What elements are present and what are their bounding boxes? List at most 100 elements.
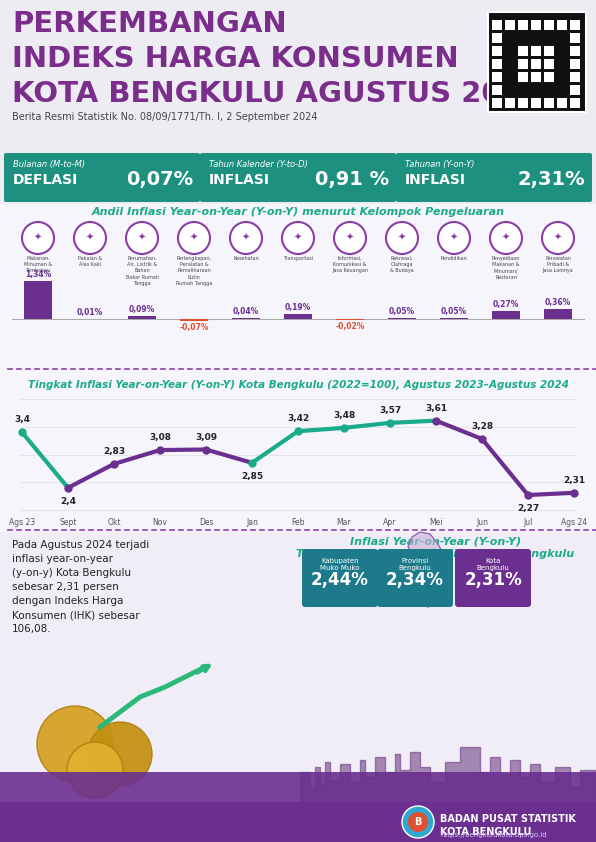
Text: Sept: Sept [60, 518, 77, 527]
Text: ✦: ✦ [138, 233, 146, 243]
Bar [570, 98, 580, 108]
Text: 3,42: 3,42 [287, 414, 309, 424]
Circle shape [67, 742, 123, 798]
Text: 3,57: 3,57 [379, 406, 401, 415]
Text: 0,19%: 0,19% [285, 302, 311, 312]
Text: Kota
Bengkulu: Kota Bengkulu [477, 558, 510, 571]
Circle shape [408, 812, 428, 832]
Bar [544, 98, 554, 108]
Circle shape [438, 222, 470, 254]
Text: https://bengkulukota.bps.go.id: https://bengkulukota.bps.go.id [440, 832, 547, 838]
Text: Des: Des [198, 518, 213, 527]
Text: 2,85: 2,85 [241, 472, 263, 481]
Text: 0,05%: 0,05% [441, 306, 467, 316]
Circle shape [402, 806, 434, 838]
Bar [440, 317, 467, 319]
Text: Pakaian &
Alas Kaki: Pakaian & Alas Kaki [78, 256, 102, 267]
Bar [531, 59, 541, 69]
FancyBboxPatch shape [455, 549, 531, 607]
Circle shape [490, 222, 522, 254]
Bar [531, 72, 541, 82]
Bar [488, 12, 586, 112]
Bar [505, 98, 515, 108]
Text: Nov: Nov [153, 518, 167, 527]
Circle shape [230, 222, 262, 254]
Text: ✦: ✦ [242, 233, 250, 243]
Text: 0,04%: 0,04% [233, 306, 259, 316]
Bar [492, 312, 520, 319]
Text: Jul: Jul [523, 518, 533, 527]
Bar [492, 20, 502, 30]
Bar [0, 377, 596, 532]
Text: B: B [414, 817, 422, 827]
Text: ✦: ✦ [190, 233, 198, 243]
Text: Bulanan (M-to-M): Bulanan (M-to-M) [13, 160, 85, 169]
Circle shape [178, 222, 210, 254]
Text: Rekreasi,
Olahraga
& Budaya: Rekreasi, Olahraga & Budaya [390, 256, 414, 274]
Circle shape [88, 722, 152, 786]
Text: 3,08: 3,08 [149, 433, 171, 442]
Bar [518, 20, 528, 30]
Text: Berita Resmi Statistik No. 08/09/1771/Th. I, 2 September 2024: Berita Resmi Statistik No. 08/09/1771/Th… [12, 112, 318, 122]
Bar [492, 33, 502, 43]
Text: Penyediaan
Makanan &
Minuman/
Restoran: Penyediaan Makanan & Minuman/ Restoran [492, 256, 520, 280]
Text: 2,31%: 2,31% [517, 170, 585, 189]
Bar [557, 98, 567, 108]
Text: Kesehatan: Kesehatan [233, 256, 259, 261]
Bar [0, 802, 596, 842]
Text: -0,02%: -0,02% [336, 322, 365, 331]
Bar [518, 98, 528, 108]
Polygon shape [408, 532, 450, 607]
Text: Mar: Mar [337, 518, 351, 527]
Bar [492, 59, 502, 69]
Text: 0,05%: 0,05% [389, 306, 415, 316]
Circle shape [282, 222, 314, 254]
FancyBboxPatch shape [302, 549, 378, 607]
Text: 0,27%: 0,27% [493, 301, 519, 310]
Text: INDEKS HARGA KONSUMEN: INDEKS HARGA KONSUMEN [12, 45, 459, 73]
Text: Ags 23: Ags 23 [9, 518, 35, 527]
Bar [492, 85, 502, 95]
Bar [570, 33, 580, 43]
Bar [389, 317, 415, 319]
FancyBboxPatch shape [4, 153, 200, 202]
Text: ✦: ✦ [450, 233, 458, 243]
Bar [518, 72, 528, 82]
Text: INFLASI: INFLASI [405, 173, 466, 187]
Bar [570, 72, 580, 82]
Bar [544, 59, 554, 69]
Bar [531, 46, 541, 56]
Bar [24, 281, 51, 319]
Bar [181, 319, 207, 321]
Text: 2,44%: 2,44% [311, 571, 369, 589]
Bar [0, 0, 596, 152]
FancyBboxPatch shape [396, 153, 592, 202]
Circle shape [126, 222, 158, 254]
Text: Jun: Jun [476, 518, 488, 527]
Text: 2,34%: 2,34% [386, 571, 444, 589]
Bar [505, 20, 515, 30]
Polygon shape [300, 747, 596, 802]
Text: Pendidikan: Pendidikan [440, 256, 467, 261]
Bar [284, 314, 312, 319]
Circle shape [334, 222, 366, 254]
Bar [492, 98, 502, 108]
Bar [570, 85, 580, 95]
Bar [492, 72, 502, 82]
Bar [129, 317, 156, 319]
Text: 2,4: 2,4 [60, 497, 76, 506]
Bar [545, 309, 572, 319]
Text: Pada Agustus 2024 terjadi
inflasi year-on-year
(y-on-y) Kota Bengkulu
sebesar 2,: Pada Agustus 2024 terjadi inflasi year-o… [12, 540, 149, 634]
FancyBboxPatch shape [377, 549, 453, 607]
Text: PERKEMBANGAN: PERKEMBANGAN [12, 10, 287, 38]
Text: Makanan,
Minuman &
Tembakau: Makanan, Minuman & Tembakau [24, 256, 52, 274]
Bar [570, 46, 580, 56]
Bar [531, 98, 541, 108]
Bar [570, 59, 580, 69]
Text: Apr: Apr [383, 518, 397, 527]
Circle shape [74, 222, 106, 254]
Text: -0,07%: -0,07% [179, 323, 209, 332]
Text: Perumahan,
Air, Listrik &
Bahan
Bakar Rumah
Tangga: Perumahan, Air, Listrik & Bahan Bakar Ru… [126, 256, 159, 285]
Text: 2,31%: 2,31% [464, 571, 522, 589]
Text: ✦: ✦ [86, 233, 94, 243]
